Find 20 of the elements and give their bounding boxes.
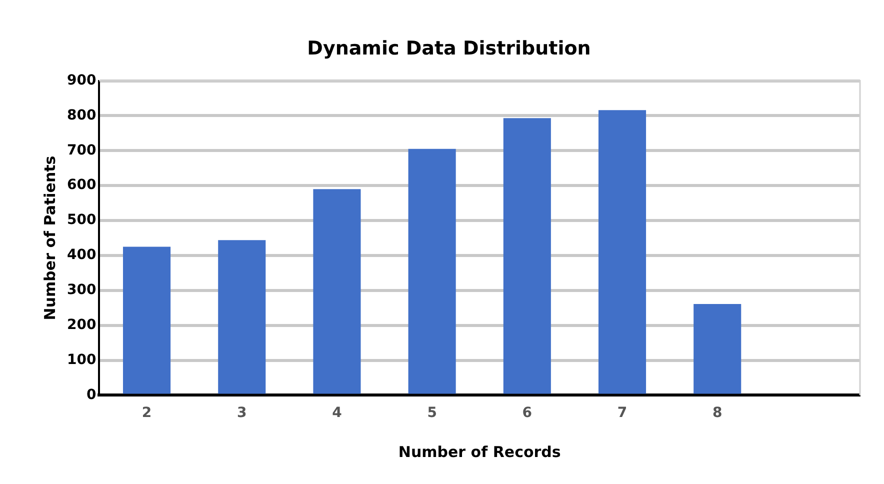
y-tick-label: 700 [66, 142, 96, 158]
x-tick-label: 4 [332, 405, 342, 422]
y-tick-label: 600 [66, 177, 96, 194]
x-tick-label: 3 [236, 405, 247, 422]
y-tick-label: 0 [86, 386, 96, 403]
x-tick-label: 2 [142, 405, 152, 422]
x-tick-label: 8 [712, 405, 722, 422]
y-tick-label: 900 [66, 72, 96, 88]
x-tick-label: 7 [617, 405, 628, 422]
y-tick-label: 300 [66, 282, 96, 298]
y-tick-label: 400 [66, 247, 96, 264]
chart-title: Dynamic Data Distribution [307, 37, 591, 60]
x-tick-label: 5 [427, 405, 437, 422]
x-tick-label: 6 [522, 405, 532, 422]
y-tick-label: 200 [66, 316, 96, 333]
y-axis-title: Number of Patients [40, 156, 59, 320]
x-axis-title: Number of Records [398, 442, 561, 461]
y-tick-label: 500 [66, 212, 96, 228]
y-tick-label: 800 [66, 107, 96, 124]
y-tick-label: 100 [66, 352, 96, 368]
